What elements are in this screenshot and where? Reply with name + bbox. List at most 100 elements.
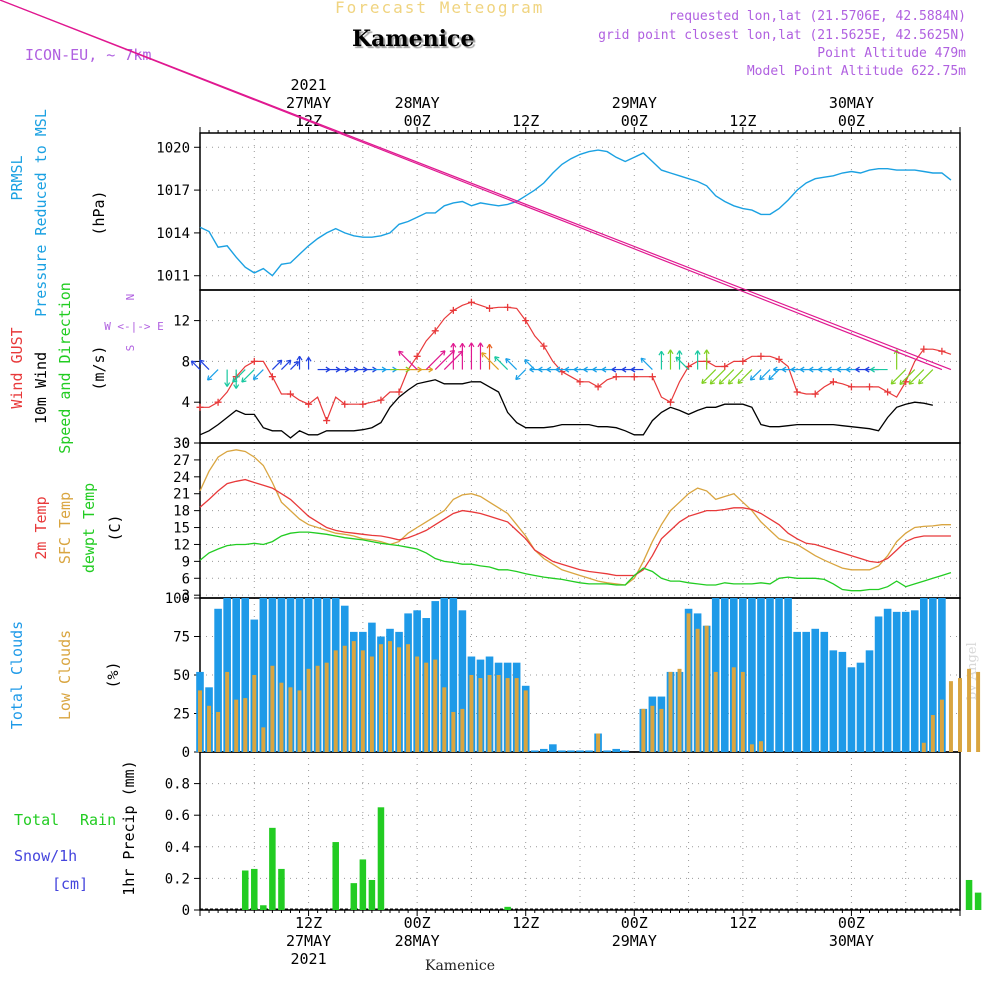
wind-barb-head <box>718 379 725 385</box>
temp-label-sfc: SFC Temp <box>56 492 74 564</box>
ytick-label-precip: 0.4 <box>165 840 190 856</box>
wind-barb-head <box>224 382 231 387</box>
wind-barb-head <box>468 342 475 348</box>
precip-legend-total: Total <box>14 811 59 829</box>
gust-point-marker <box>377 396 385 404</box>
low-cloud-bar <box>360 650 365 752</box>
time-label-bottom: 30MAY <box>829 932 874 950</box>
gust-point-marker <box>630 373 638 381</box>
time-label-top: 00Z <box>404 112 431 130</box>
gust-series-line <box>200 301 952 423</box>
gust-point-marker <box>866 383 874 391</box>
gust-point-marker <box>286 390 294 398</box>
low-cloud-bar <box>976 671 981 752</box>
precip-legend-cm: [cm] <box>52 875 88 893</box>
low-cloud-bar <box>397 647 402 752</box>
wind-barb-shaft <box>727 369 744 385</box>
pressure-label-unit: (hPa) <box>90 190 108 235</box>
wind-barb-head <box>640 357 646 363</box>
compass-we: W <-|-> E <box>104 320 164 333</box>
temp-label-dewpt: dewpt Temp <box>80 483 98 573</box>
ytick-label-pressure: 1014 <box>156 226 190 242</box>
low-cloud-bar <box>207 705 212 752</box>
total-cloud-bar <box>784 598 792 752</box>
gust-point-marker <box>612 373 620 381</box>
ytick-label-clouds: 0 <box>182 745 190 761</box>
rain-bar <box>368 879 376 910</box>
low-cloud-bar <box>433 659 438 752</box>
low-cloud-bar <box>424 662 429 752</box>
gust-point-marker <box>739 357 747 365</box>
total-cloud-bar <box>295 598 304 752</box>
gust-point-marker <box>666 398 674 406</box>
wind-barb-head <box>709 379 715 385</box>
low-cloud-bar <box>641 708 646 752</box>
dewpt-series-line <box>199 531 952 592</box>
total-cloud-bar <box>775 598 783 752</box>
total-cloud-bar <box>938 598 946 752</box>
total-cloud-bar <box>865 650 874 752</box>
ytick-label-temperature: 24 <box>173 470 190 486</box>
wind-barb-head <box>440 350 446 356</box>
low-cloud-bar <box>306 668 311 752</box>
total-cloud-bar <box>440 598 449 752</box>
wind-barb-head <box>505 358 511 364</box>
wind-barb-shaft <box>675 356 689 370</box>
wind-barb-head <box>450 343 457 348</box>
time-label-bottom: 00Z <box>621 914 648 932</box>
total-cloud-bar <box>793 631 801 752</box>
low-cloud-bar <box>478 678 483 752</box>
wind-barb-head <box>658 350 665 356</box>
time-label-bottom: 2021 <box>291 950 327 968</box>
total-cloud-bar <box>558 750 566 752</box>
total-cloud-bar <box>549 744 557 752</box>
wind-barb-head <box>293 360 300 367</box>
wind-barb-head <box>808 366 814 373</box>
total-cloud-bar <box>910 610 919 752</box>
low-cloud-bar <box>243 698 248 752</box>
t2m-series-line <box>199 478 951 577</box>
time-label-bottom: 12Z <box>295 914 322 932</box>
time-label-top: 00Z <box>621 112 648 130</box>
gust-point-marker <box>341 400 349 408</box>
wind-barb-shaft <box>398 350 418 370</box>
precip-label-unit: 1hr Precip (mm) <box>120 760 138 895</box>
time-label-bottom: 12Z <box>512 914 539 932</box>
gust-point-marker <box>847 383 855 391</box>
low-cloud-bar <box>342 645 347 752</box>
requested-coords: requested lon,lat (21.5706E, 42.5884N) <box>668 9 966 24</box>
ytick-label-clouds: 75 <box>173 630 190 646</box>
ytick-label-temperature: 12 <box>173 537 190 553</box>
cloud-label-total: Total Clouds <box>8 621 26 729</box>
gust-point-marker <box>413 352 421 360</box>
gust-point-marker <box>884 388 892 396</box>
wind-barb-head <box>277 359 283 365</box>
total-cloud-bar <box>585 750 593 752</box>
wind-barb-head <box>199 359 205 365</box>
low-cloud-bar <box>388 641 392 752</box>
low-cloud-bar <box>279 682 284 752</box>
product-title: Forecast Meteogram <box>335 0 545 17</box>
wind-barb-head <box>759 375 765 381</box>
rain-bar <box>359 859 367 910</box>
low-cloud-bar <box>650 705 655 752</box>
gust-point-marker <box>793 388 801 396</box>
gridpoint-coords: grid point closest lon,lat (21.5625E, 42… <box>598 28 966 43</box>
total-cloud-bar <box>829 650 838 752</box>
total-cloud-bar <box>540 748 548 752</box>
low-cloud-bar <box>333 650 338 752</box>
wind-barb-shaft <box>207 369 219 381</box>
time-label-top: 27MAY <box>286 94 331 112</box>
wind-barb-head <box>899 379 905 385</box>
ytick-label-wind: 4 <box>182 395 190 411</box>
wind-barb-shaft <box>425 350 446 370</box>
ytick-label-temperature: 30 <box>173 436 190 452</box>
wind-barb-head <box>749 375 756 381</box>
ytick-label-temperature: 9 <box>182 554 190 570</box>
time-label-top: 00Z <box>838 112 865 130</box>
low-cloud-bar <box>225 671 230 752</box>
wind-barb-head <box>703 349 710 355</box>
wind-label-unit: (m/s) <box>90 345 108 390</box>
wind-barb-shaft <box>737 369 753 384</box>
low-cloud-bar <box>686 613 691 752</box>
